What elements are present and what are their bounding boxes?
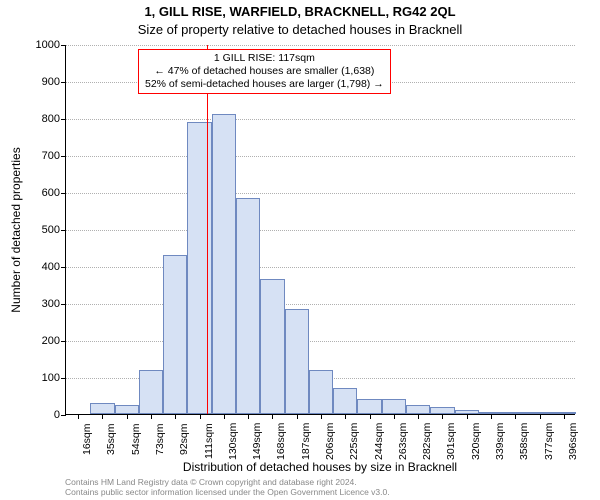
histogram-bar: [382, 399, 406, 414]
y-tick-label: 500: [15, 224, 60, 236]
y-tick: [61, 119, 66, 120]
y-tick-label: 1000: [15, 39, 60, 51]
title-address: 1, GILL RISE, WARFIELD, BRACKNELL, RG42 …: [0, 4, 600, 19]
histogram-bar: [333, 388, 357, 414]
x-tick: [78, 414, 79, 419]
y-tick-label: 900: [15, 76, 60, 88]
annotation-box: 1 GILL RISE: 117sqm← 47% of detached hou…: [138, 49, 391, 94]
x-tick: [345, 414, 346, 419]
footer-attribution: Contains HM Land Registry data © Crown c…: [65, 478, 575, 498]
y-tick: [61, 193, 66, 194]
plot-area: 1 GILL RISE: 117sqm← 47% of detached hou…: [65, 45, 575, 415]
y-tick-label: 200: [15, 335, 60, 347]
x-tick: [127, 414, 128, 419]
y-tick: [61, 82, 66, 83]
y-tick: [61, 415, 66, 416]
y-tick-label: 800: [15, 113, 60, 125]
x-axis-label: Distribution of detached houses by size …: [65, 460, 575, 474]
x-tick: [564, 414, 565, 419]
x-tick: [248, 414, 249, 419]
histogram-bar: [357, 399, 381, 414]
gridline: [66, 156, 575, 157]
histogram-bar: [90, 403, 114, 414]
x-tick: [418, 414, 419, 419]
y-tick: [61, 378, 66, 379]
histogram-bar: [115, 405, 139, 414]
histogram-bar: [430, 407, 454, 414]
annotation-line3: 52% of semi-detached houses are larger (…: [145, 78, 384, 91]
histogram-bar: [236, 198, 260, 414]
y-tick-label: 600: [15, 187, 60, 199]
y-tick-label: 700: [15, 150, 60, 162]
x-tick: [272, 414, 273, 419]
y-tick: [61, 230, 66, 231]
y-tick: [61, 341, 66, 342]
x-tick: [200, 414, 201, 419]
x-tick: [394, 414, 395, 419]
y-tick: [61, 45, 66, 46]
x-tick: [370, 414, 371, 419]
x-tick: [491, 414, 492, 419]
histogram-bar: [406, 405, 430, 414]
annotation-line2: ← 47% of detached houses are smaller (1,…: [145, 65, 384, 78]
y-tick: [61, 267, 66, 268]
gridline: [66, 230, 575, 231]
gridline: [66, 267, 575, 268]
gridline: [66, 341, 575, 342]
x-tick: [175, 414, 176, 419]
histogram-bar: [309, 370, 333, 414]
x-tick: [442, 414, 443, 419]
gridline: [66, 193, 575, 194]
x-tick: [224, 414, 225, 419]
y-tick-label: 400: [15, 261, 60, 273]
histogram-bar: [212, 114, 236, 414]
x-tick: [515, 414, 516, 419]
x-tick: [297, 414, 298, 419]
marker-line: [207, 45, 208, 414]
x-tick: [151, 414, 152, 419]
gridline: [66, 304, 575, 305]
gridline: [66, 119, 575, 120]
x-tick: [540, 414, 541, 419]
x-tick: [467, 414, 468, 419]
gridline: [66, 45, 575, 46]
histogram-bar: [139, 370, 163, 414]
y-tick-label: 300: [15, 298, 60, 310]
annotation-line1: 1 GILL RISE: 117sqm: [145, 52, 384, 65]
x-tick: [321, 414, 322, 419]
x-tick: [102, 414, 103, 419]
histogram-bar: [260, 279, 284, 414]
y-tick-label: 100: [15, 372, 60, 384]
title-subtitle: Size of property relative to detached ho…: [0, 22, 600, 37]
histogram-bar: [285, 309, 309, 414]
footer-line2: Contains public sector information licen…: [65, 488, 575, 498]
y-tick: [61, 156, 66, 157]
histogram-bar: [163, 255, 187, 414]
figure: 1, GILL RISE, WARFIELD, BRACKNELL, RG42 …: [0, 0, 600, 500]
y-tick: [61, 304, 66, 305]
y-tick-label: 0: [15, 409, 60, 421]
